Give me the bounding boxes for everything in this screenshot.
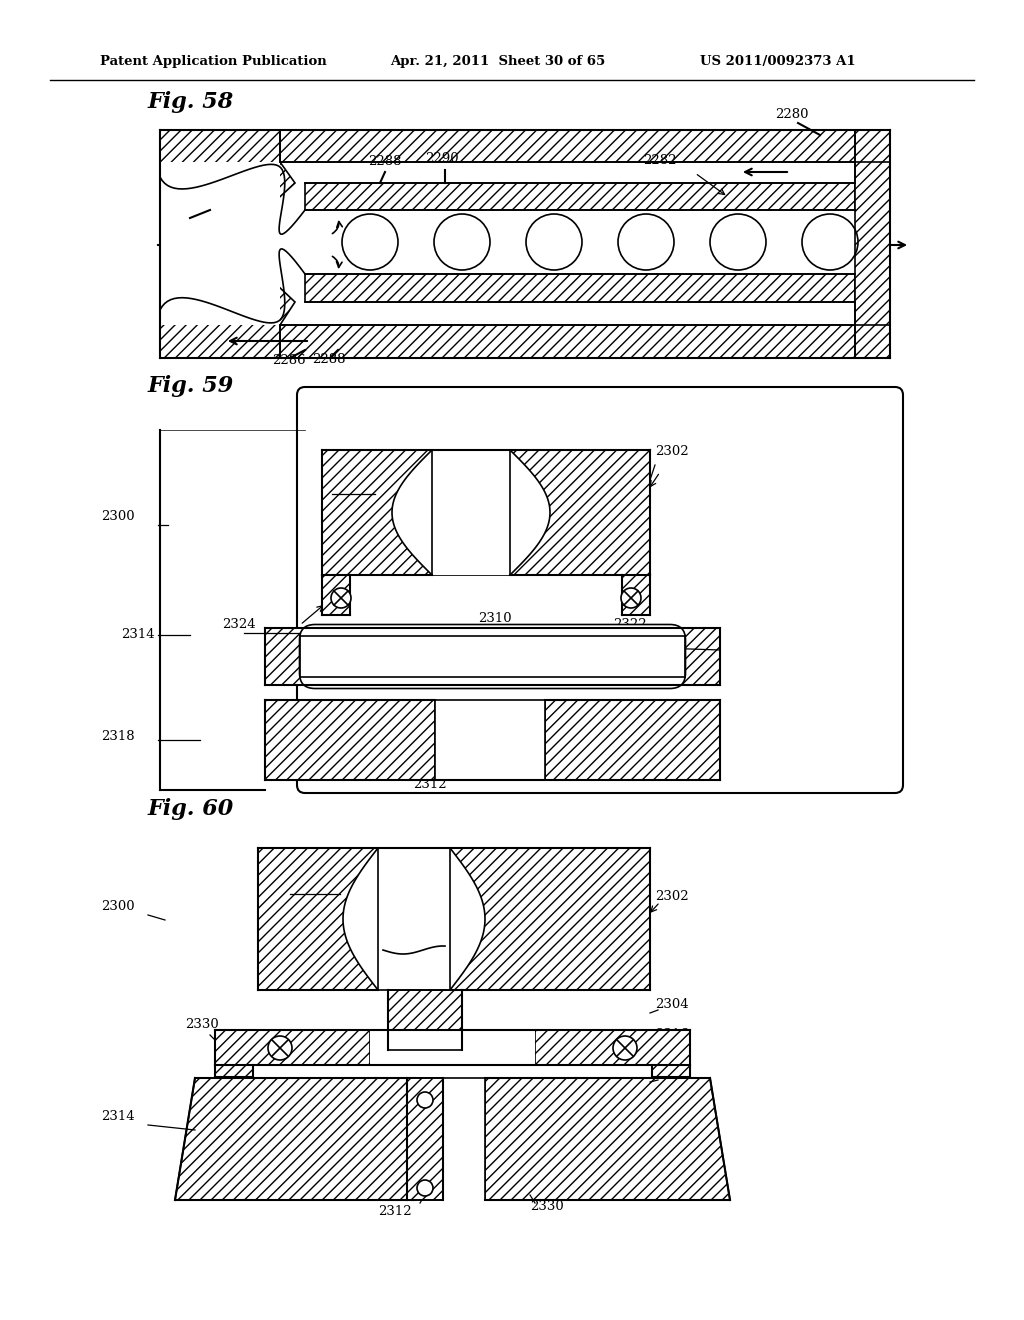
- Polygon shape: [432, 450, 510, 576]
- Text: Fig. 59: Fig. 59: [148, 375, 234, 397]
- Bar: [322, 576, 350, 615]
- Text: 2330: 2330: [185, 1018, 219, 1031]
- Polygon shape: [378, 847, 450, 990]
- Polygon shape: [392, 450, 550, 576]
- Text: 2302: 2302: [655, 445, 688, 458]
- Bar: [545, 700, 720, 780]
- Text: US 2011/0092373 A1: US 2011/0092373 A1: [700, 55, 856, 69]
- Bar: [855, 129, 890, 358]
- Bar: [280, 129, 890, 162]
- Text: 2306: 2306: [332, 480, 366, 492]
- Bar: [305, 275, 855, 302]
- Text: Fig. 60: Fig. 60: [148, 799, 234, 820]
- Bar: [388, 990, 462, 1049]
- Text: 2288: 2288: [312, 352, 345, 366]
- Text: 2308: 2308: [465, 931, 499, 942]
- Bar: [215, 1030, 370, 1065]
- Text: 2314: 2314: [122, 628, 155, 642]
- Text: 2326: 2326: [655, 657, 689, 671]
- Text: 2320: 2320: [338, 648, 372, 661]
- Text: 2318: 2318: [101, 730, 135, 743]
- Bar: [280, 325, 890, 358]
- Text: 2318: 2318: [655, 1068, 688, 1081]
- Text: 2308: 2308: [460, 517, 494, 531]
- Text: Patent Application Publication: Patent Application Publication: [100, 55, 327, 69]
- Text: 2322: 2322: [613, 618, 646, 631]
- Polygon shape: [160, 269, 295, 358]
- Text: 2302: 2302: [655, 890, 688, 903]
- Polygon shape: [175, 1078, 415, 1200]
- Polygon shape: [370, 1030, 535, 1065]
- Bar: [265, 700, 435, 780]
- Text: 2314: 2314: [101, 1110, 135, 1123]
- Circle shape: [613, 1036, 637, 1060]
- Text: 2290: 2290: [425, 152, 459, 165]
- Text: 2286: 2286: [272, 354, 305, 367]
- Polygon shape: [435, 700, 545, 780]
- Circle shape: [417, 1180, 433, 1196]
- Bar: [265, 628, 720, 685]
- Bar: [305, 183, 855, 210]
- Bar: [622, 576, 650, 615]
- Text: 2312: 2312: [414, 777, 446, 791]
- Text: 2280: 2280: [775, 108, 809, 121]
- Bar: [215, 1065, 253, 1077]
- Text: Fig. 58: Fig. 58: [148, 91, 234, 114]
- FancyBboxPatch shape: [299, 624, 685, 689]
- Circle shape: [268, 1036, 292, 1060]
- Text: 2304: 2304: [655, 998, 688, 1011]
- Text: 2324: 2324: [222, 618, 256, 631]
- Polygon shape: [485, 1078, 730, 1200]
- Text: 2288: 2288: [368, 154, 401, 168]
- Circle shape: [417, 1092, 433, 1107]
- Bar: [535, 1030, 690, 1065]
- Bar: [322, 450, 432, 576]
- Text: 2312: 2312: [378, 1205, 412, 1218]
- Bar: [652, 1065, 690, 1077]
- Text: 2316: 2316: [655, 1028, 689, 1041]
- Polygon shape: [160, 162, 280, 325]
- Bar: [407, 1078, 443, 1200]
- Polygon shape: [415, 1078, 485, 1200]
- Text: 2304: 2304: [655, 630, 688, 643]
- Text: 2282: 2282: [643, 154, 677, 168]
- Text: 2310: 2310: [478, 612, 512, 624]
- Text: 2300: 2300: [101, 510, 135, 523]
- Polygon shape: [300, 636, 685, 677]
- Polygon shape: [160, 129, 295, 215]
- Circle shape: [331, 587, 351, 609]
- Text: 2300: 2300: [101, 900, 135, 913]
- Bar: [510, 450, 650, 576]
- Text: Apr. 21, 2011  Sheet 30 of 65: Apr. 21, 2011 Sheet 30 of 65: [390, 55, 605, 69]
- Text: 2330: 2330: [530, 1200, 564, 1213]
- Polygon shape: [343, 847, 485, 990]
- Text: 2306: 2306: [290, 880, 324, 894]
- Circle shape: [621, 587, 641, 609]
- Text: 2284: 2284: [185, 213, 218, 226]
- Bar: [258, 847, 378, 990]
- Text: 2332: 2332: [368, 928, 401, 941]
- Bar: [450, 847, 650, 990]
